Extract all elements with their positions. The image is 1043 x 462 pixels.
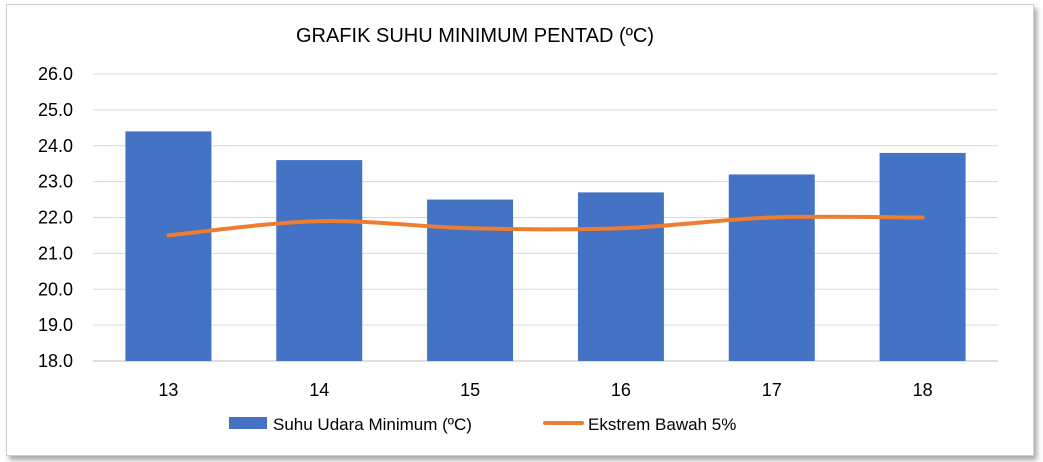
line-series-ekstrem-bawah bbox=[166, 214, 925, 238]
bar-series bbox=[125, 131, 966, 361]
y-tick-label: 26.0 bbox=[38, 64, 73, 84]
bar-14 bbox=[276, 160, 363, 361]
x-tick-label: 18 bbox=[913, 380, 933, 400]
bar-13 bbox=[125, 131, 212, 361]
y-tick-label: 18.0 bbox=[38, 351, 73, 371]
gridlines bbox=[93, 73, 998, 362]
legend: Suhu Udara Minimum (ºC) Ekstrem Bawah 5% bbox=[229, 415, 736, 434]
bar-18 bbox=[879, 152, 966, 361]
y-tick-label: 23.0 bbox=[38, 172, 73, 192]
x-tick-label: 15 bbox=[460, 380, 480, 400]
x-tick-label: 14 bbox=[309, 380, 329, 400]
legend-label-bar: Suhu Udara Minimum (ºC) bbox=[273, 415, 472, 434]
chart-title: GRAFIK SUHU MINIMUM PENTAD (ºC) bbox=[296, 25, 654, 47]
legend-label-line: Ekstrem Bawah 5% bbox=[588, 415, 736, 434]
y-tick-label: 25.0 bbox=[38, 100, 73, 120]
legend-swatch-bar bbox=[229, 417, 267, 429]
y-tick-label: 19.0 bbox=[38, 315, 73, 335]
y-tick-label: 22.0 bbox=[38, 208, 73, 228]
bar-16 bbox=[577, 192, 664, 361]
bar-15 bbox=[427, 199, 514, 361]
y-tick-label: 20.0 bbox=[38, 279, 73, 299]
y-tick-label: 24.0 bbox=[38, 136, 73, 156]
x-tick-label: 17 bbox=[762, 380, 782, 400]
y-tick-label: 21.0 bbox=[38, 243, 73, 263]
x-axis-ticks: 13 14 15 16 17 18 bbox=[158, 380, 932, 400]
y-axis-ticks: 18.0 19.0 20.0 21.0 22.0 23.0 24.0 25.0 26.0 bbox=[38, 64, 73, 371]
bar-17 bbox=[728, 174, 815, 361]
x-tick-label: 16 bbox=[611, 380, 631, 400]
x-tick-label: 13 bbox=[158, 380, 178, 400]
